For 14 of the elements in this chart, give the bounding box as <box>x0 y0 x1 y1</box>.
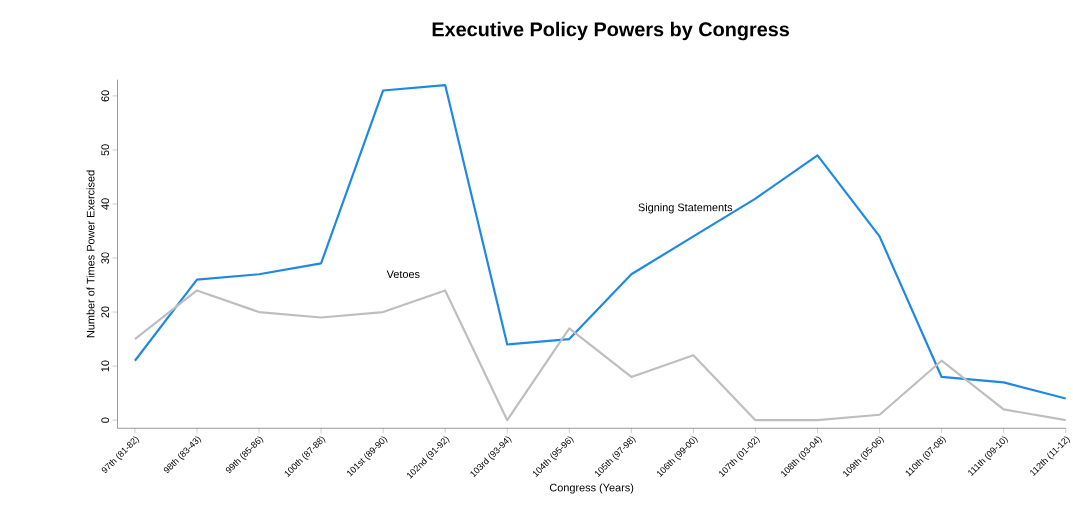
y-tick-label: 20 <box>101 306 110 318</box>
y-tick-label: 0 <box>101 417 110 423</box>
y-tick-label: 10 <box>101 360 110 372</box>
chart-title: Executive Policy Powers by Congress <box>432 21 789 41</box>
line-series <box>133 289 1067 422</box>
line-series <box>133 84 1067 400</box>
series-label: Vetoes <box>386 270 420 279</box>
y-tick-label: 30 <box>101 252 110 264</box>
series-label: Signing Statements <box>638 203 733 214</box>
y-tick-label: 40 <box>101 198 110 210</box>
y-tick-label: 60 <box>101 90 110 102</box>
y-tick-label: 50 <box>101 144 110 156</box>
y-axis-title: Number of Times Power Exercised <box>86 170 95 338</box>
x-axis-title: Congress (Years) <box>549 483 634 494</box>
